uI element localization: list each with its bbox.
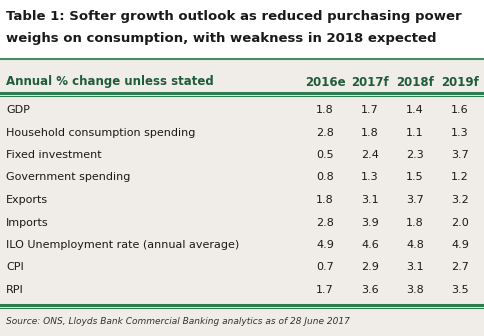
Text: 0.5: 0.5: [316, 150, 334, 160]
Text: 1.7: 1.7: [316, 285, 334, 295]
Text: 1.7: 1.7: [361, 105, 379, 115]
Text: 2019f: 2019f: [441, 76, 479, 88]
Text: 4.6: 4.6: [361, 240, 379, 250]
Text: 1.5: 1.5: [406, 172, 424, 182]
Text: 1.2: 1.2: [451, 172, 469, 182]
Text: Government spending: Government spending: [6, 172, 130, 182]
Text: 0.8: 0.8: [316, 172, 334, 182]
Text: 2.3: 2.3: [406, 150, 424, 160]
Text: 3.5: 3.5: [451, 285, 469, 295]
Text: 1.8: 1.8: [406, 217, 424, 227]
Text: 2016e: 2016e: [305, 76, 345, 88]
Text: 0.7: 0.7: [316, 262, 334, 272]
Text: 3.6: 3.6: [361, 285, 379, 295]
Text: Exports: Exports: [6, 195, 48, 205]
Text: 3.9: 3.9: [361, 217, 379, 227]
Text: 3.7: 3.7: [451, 150, 469, 160]
Text: 2.0: 2.0: [451, 217, 469, 227]
Bar: [0, 60, 484, 336]
Text: Source: ONS, Lloyds Bank Commercial Banking analytics as of 28 June 2017: Source: ONS, Lloyds Bank Commercial Bank…: [6, 318, 350, 327]
Text: Imports: Imports: [6, 217, 48, 227]
Text: 1.3: 1.3: [361, 172, 379, 182]
Text: 1.4: 1.4: [406, 105, 424, 115]
Text: 1.8: 1.8: [361, 127, 379, 137]
Text: CPI: CPI: [6, 262, 24, 272]
Text: 4.9: 4.9: [451, 240, 469, 250]
Text: 2.4: 2.4: [361, 150, 379, 160]
Text: 1.3: 1.3: [451, 127, 469, 137]
Text: 3.8: 3.8: [406, 285, 424, 295]
Text: RPI: RPI: [6, 285, 24, 295]
Text: 1.8: 1.8: [316, 105, 334, 115]
Text: 2018f: 2018f: [396, 76, 434, 88]
Text: 3.1: 3.1: [406, 262, 424, 272]
Text: GDP: GDP: [6, 105, 30, 115]
Text: weighs on consumption, with weakness in 2018 expected: weighs on consumption, with weakness in …: [6, 32, 437, 45]
Text: 2.8: 2.8: [316, 217, 334, 227]
Text: 4.8: 4.8: [406, 240, 424, 250]
Text: 2.8: 2.8: [316, 127, 334, 137]
Text: Fixed investment: Fixed investment: [6, 150, 102, 160]
Text: 1.1: 1.1: [406, 127, 424, 137]
Text: 2.9: 2.9: [361, 262, 379, 272]
Text: 3.7: 3.7: [406, 195, 424, 205]
Text: 4.9: 4.9: [316, 240, 334, 250]
Text: 3.1: 3.1: [361, 195, 379, 205]
Text: 2.7: 2.7: [451, 262, 469, 272]
Text: 2017f: 2017f: [351, 76, 389, 88]
Text: 1.6: 1.6: [451, 105, 469, 115]
Text: ILO Unemployment rate (annual average): ILO Unemployment rate (annual average): [6, 240, 239, 250]
Bar: [0, 0, 484, 60]
Text: 3.2: 3.2: [451, 195, 469, 205]
Text: 1.8: 1.8: [316, 195, 334, 205]
Text: Table 1: Softer growth outlook as reduced purchasing power: Table 1: Softer growth outlook as reduce…: [6, 10, 462, 23]
Text: Household consumption spending: Household consumption spending: [6, 127, 196, 137]
Text: Annual % change unless stated: Annual % change unless stated: [6, 76, 214, 88]
